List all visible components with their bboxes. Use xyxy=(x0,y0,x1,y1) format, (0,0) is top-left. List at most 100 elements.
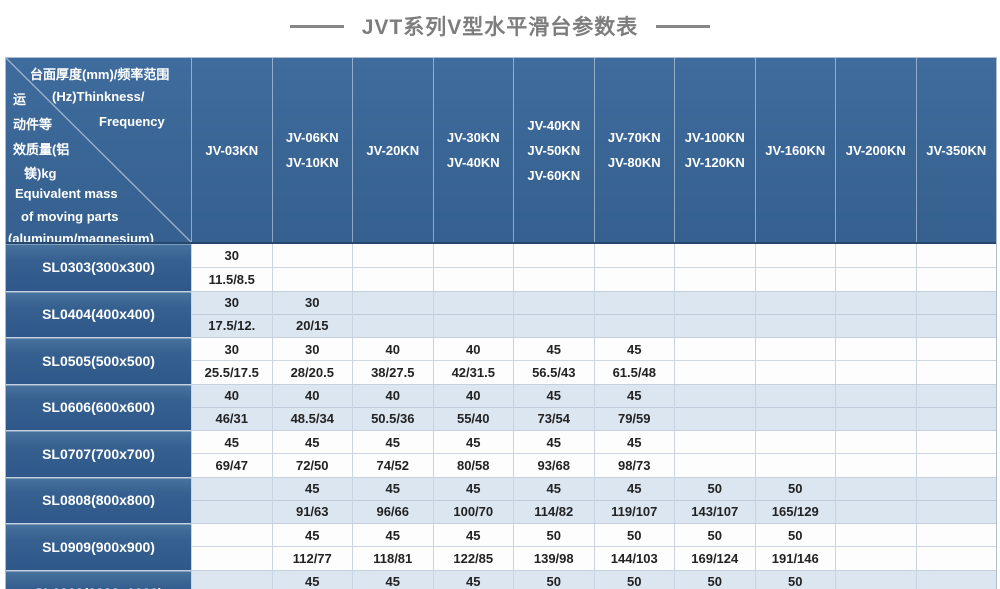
table-row: SL0404(400x400) 30 17.5/12. 30 20/15 xyxy=(6,290,997,337)
thickness-value: 45 xyxy=(385,434,400,450)
model-name: JV-100KN xyxy=(684,130,745,145)
frequency-value xyxy=(836,266,916,291)
header-row: 台面厚度(mm)/频率范围运 (Hz)Thinkness/动件等 Frequency… xyxy=(6,58,996,244)
thickness-value: 45 xyxy=(627,341,642,357)
model-name: JV-40KN xyxy=(527,117,581,133)
thickness-value: 45 xyxy=(385,574,400,589)
frequency-value xyxy=(514,266,594,291)
table-row: SL0606(600x600) 40 46/31 40 48.5/34 40 50.5/36… xyxy=(6,383,996,430)
value-cell xyxy=(915,384,996,430)
value-cell xyxy=(915,570,996,589)
thickness-value: 50 xyxy=(546,527,561,543)
frequency-value xyxy=(594,266,674,291)
value-cell xyxy=(754,338,836,384)
frequency-value: 91/63 xyxy=(272,499,352,523)
model-name: JV-120KN xyxy=(684,155,745,170)
thickness-value xyxy=(836,338,916,360)
frequency-value: 48.5/34 xyxy=(272,406,352,430)
model-name: JV-06KN xyxy=(285,130,339,145)
value-cell xyxy=(432,291,513,337)
value-cell xyxy=(271,244,352,291)
frequency-value xyxy=(272,266,352,291)
column-header: JV-70KN JV-80KN xyxy=(593,58,674,242)
frequency-value xyxy=(353,313,433,337)
frequency-value: 11.5/8.5 xyxy=(192,266,272,291)
thickness-value: 50 xyxy=(707,574,722,589)
frequency-value xyxy=(675,406,755,430)
thickness-value: 30 xyxy=(305,341,320,357)
value-cell: 40 48.5/34 xyxy=(271,384,352,430)
value-cell xyxy=(835,431,916,477)
value-cell: 45 xyxy=(271,570,352,589)
model-name: JV-03KN xyxy=(205,142,259,158)
value-cell xyxy=(754,384,836,430)
thickness-value xyxy=(434,244,514,267)
value-cell xyxy=(835,291,916,337)
thickness-value: 45 xyxy=(224,434,239,450)
thickness-value: 45 xyxy=(546,434,561,450)
column-header: JV-30KN JV-40KN xyxy=(432,58,513,242)
frequency-value xyxy=(916,266,996,291)
frequency-value xyxy=(433,313,513,337)
thickness-value xyxy=(917,524,997,546)
thickness-value xyxy=(917,292,997,314)
frequency-value xyxy=(836,406,916,430)
frequency-value: 169/124 xyxy=(675,546,755,569)
value-cell: 50 144/103 xyxy=(593,524,674,570)
frequency-value: 96/66 xyxy=(353,499,433,523)
thickness-value xyxy=(836,431,916,453)
thickness-value: 50 xyxy=(707,481,722,497)
table-row: SL0505(500x500) 30 25.5/17.5 30 28/20.5 40 38/… xyxy=(6,337,996,384)
value-cell: 45 61.5/48 xyxy=(593,338,674,384)
value-cell xyxy=(593,291,674,337)
frequency-value xyxy=(916,313,996,337)
thickness-value: 50 xyxy=(788,481,803,497)
value-cell: 45 79/59 xyxy=(593,384,674,430)
value-cell: 45 91/63 xyxy=(271,477,352,523)
frequency-value: 20/15 xyxy=(272,313,352,337)
frequency-value: 61.5/48 xyxy=(594,360,674,383)
thickness-value: 45 xyxy=(546,341,561,357)
value-cell: 50 xyxy=(674,570,755,589)
column-header: JV-20KN xyxy=(352,58,433,242)
value-cell: 50 139/98 xyxy=(513,524,594,570)
frequency-value: 144/103 xyxy=(594,546,674,569)
row-label: SL0303(300x300) xyxy=(6,244,191,291)
value-cell xyxy=(915,291,997,337)
value-cell xyxy=(915,477,996,523)
value-cell: 50 xyxy=(513,570,594,589)
frequency-value xyxy=(755,406,835,430)
frequency-value xyxy=(916,499,996,523)
frequency-value xyxy=(594,313,674,337)
value-cell: 45 xyxy=(432,570,513,589)
frequency-value xyxy=(916,360,996,383)
row-label: SL0707(700x700) xyxy=(6,431,191,477)
value-cell: 45 119/107 xyxy=(593,477,674,523)
value-cell: 40 38/27.5 xyxy=(352,338,433,384)
thickness-value xyxy=(192,524,272,546)
thickness-value: 45 xyxy=(627,388,642,404)
row-label: SL0606(600x600) xyxy=(6,384,191,430)
thickness-value xyxy=(917,431,997,453)
corner-text-line: (aluminum/magnesium) xyxy=(8,231,154,242)
thickness-value: 45 xyxy=(546,388,561,404)
model-name: JV-160KN xyxy=(765,142,826,158)
value-cell: 45 xyxy=(352,570,433,589)
corner-text-line: Equivalent mass xyxy=(15,186,118,201)
thickness-value xyxy=(756,338,836,360)
thickness-value xyxy=(353,292,433,314)
thickness-value xyxy=(756,385,836,407)
frequency-value: 191/146 xyxy=(755,546,835,569)
thickness-value xyxy=(192,478,272,500)
model-name: JV-50KN xyxy=(527,142,581,158)
frequency-value xyxy=(675,313,755,337)
value-cell xyxy=(513,244,594,291)
model-name: JV-80KN xyxy=(607,155,661,170)
frequency-value xyxy=(514,313,594,337)
value-cell xyxy=(835,524,916,570)
thickness-value xyxy=(514,244,594,267)
value-cell: 40 42/31.5 xyxy=(432,338,513,384)
value-cell xyxy=(191,477,272,523)
thickness-value xyxy=(836,524,916,546)
parameter-table: 台面厚度(mm)/频率范围运 (Hz)Thinkness/动件等 Frequency… xyxy=(5,57,997,589)
